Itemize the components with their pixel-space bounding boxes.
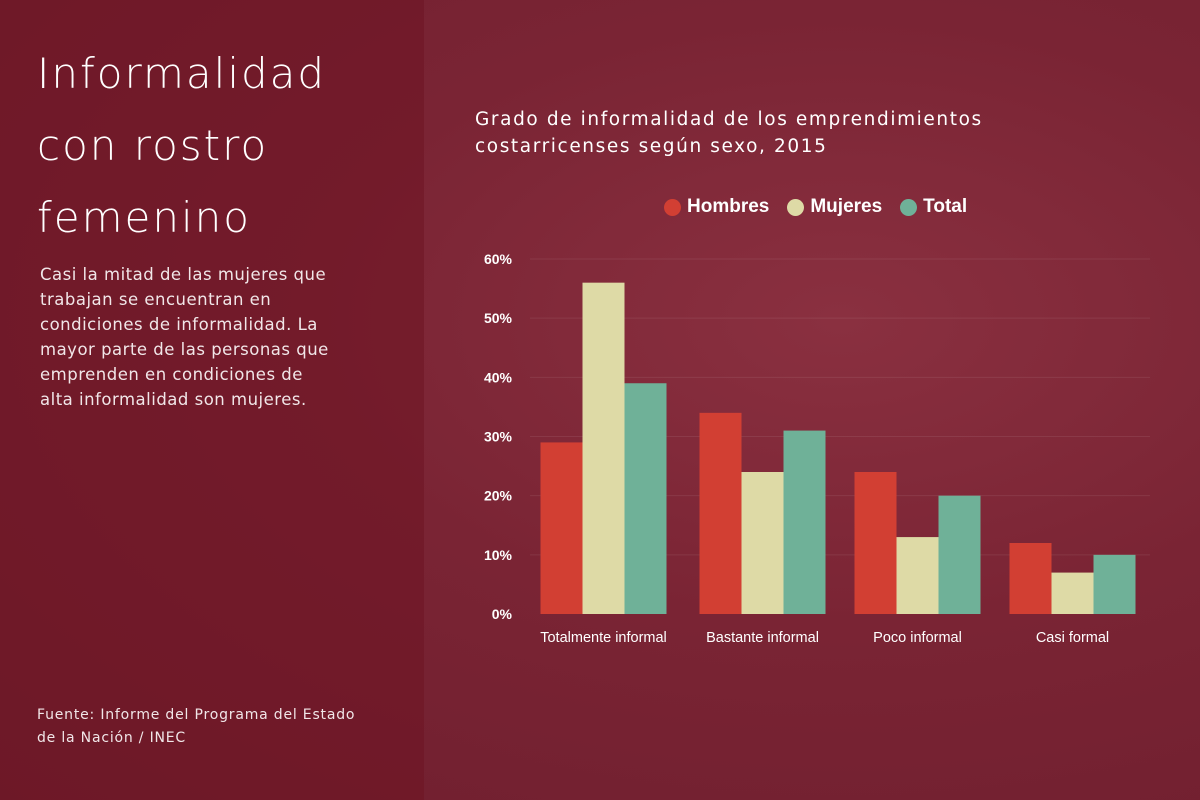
bar-total: [938, 495, 981, 614]
bar-mujeres: [1051, 572, 1094, 614]
page-title: Informalidad con rostro femenino: [37, 49, 327, 242]
bar-mujeres: [582, 282, 625, 614]
bar-total: [1093, 554, 1136, 614]
bar-hombres: [699, 412, 742, 614]
bar-hombres: [1009, 543, 1052, 614]
bar-total: [783, 430, 826, 614]
bar-hombres: [540, 442, 583, 614]
legend-label: Total: [923, 196, 968, 217]
y-tick-label: 30%: [484, 429, 513, 445]
y-tick-label: 20%: [484, 488, 513, 504]
legend-label: Hombres: [687, 196, 770, 217]
bar-mujeres: [896, 537, 939, 614]
bar-mujeres: [741, 472, 784, 614]
y-tick-label: 10%: [484, 547, 513, 563]
y-tick-label: 0%: [492, 606, 513, 622]
y-tick-label: 40%: [484, 369, 513, 385]
chart-legend: Hombres Mujeres Total: [664, 196, 967, 218]
x-tick-label: Totalmente informal: [540, 630, 667, 646]
x-tick-label: Casi formal: [1036, 630, 1109, 646]
y-tick-label: 60%: [484, 251, 513, 267]
legend-item: Total: [900, 196, 967, 218]
legend-label: Mujeres: [810, 196, 883, 217]
chart-title: Grado de informalidad de los emprendimie…: [475, 109, 983, 157]
bar-total: [624, 383, 667, 614]
legend-item: Hombres: [664, 196, 769, 218]
left-panel: [0, 0, 424, 800]
x-tick-label: Poco informal: [873, 630, 962, 646]
description: Casi la mitad de las mujeres que trabaja…: [40, 265, 329, 409]
legend-swatch: [664, 198, 681, 216]
legend-swatch: [787, 198, 805, 216]
legend-swatch: [900, 198, 918, 216]
y-tick-label: 50%: [484, 310, 513, 326]
legend-item: Mujeres: [787, 196, 882, 218]
source-note: Fuente: Informe del Programa del Estado …: [37, 707, 356, 746]
x-tick-label: Bastante informal: [706, 630, 819, 646]
bar-hombres: [854, 472, 897, 614]
